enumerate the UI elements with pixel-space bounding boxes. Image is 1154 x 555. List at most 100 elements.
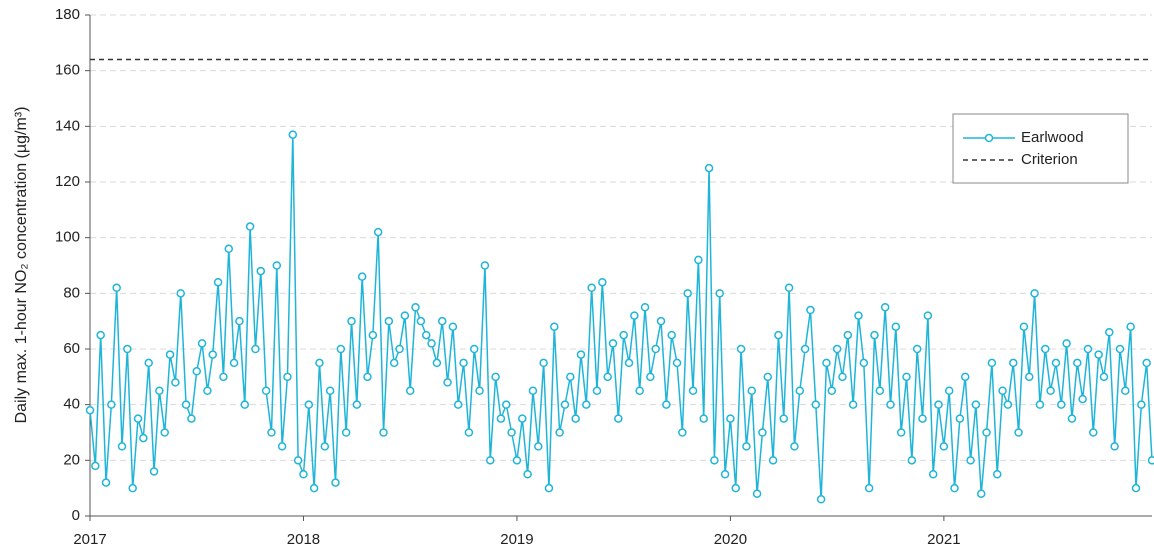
data-point [1073,358,1082,368]
data-point [1078,394,1087,404]
data-point [139,433,148,443]
data-point [662,400,671,409]
data-point [854,311,863,320]
data-point [992,470,1002,479]
data-point [107,400,116,409]
data-point [864,483,874,493]
data-point [144,358,153,368]
data-point [480,261,490,270]
data-point [795,386,805,395]
data-point [352,400,362,409]
data-point [907,456,917,465]
data-point [608,339,618,348]
legend-swatch-marker [984,133,994,143]
data-point [752,489,762,498]
data-point [651,344,660,354]
data-point [1035,400,1045,409]
data-point [640,303,650,312]
data-point [614,414,623,423]
y-tick-label: 120 [55,173,80,190]
y-tick-label: 20 [63,451,80,468]
data-point [277,442,287,451]
data-point [395,344,404,354]
data-point [443,378,452,387]
data-point [1008,358,1018,368]
data-point [1121,386,1130,395]
data-point [448,322,458,331]
data-point [347,316,356,326]
legend-label: Criterion [1021,151,1078,168]
data-point [944,386,954,395]
data-point [427,339,436,348]
data-point [528,386,538,395]
data-point [1089,428,1098,437]
y-tick-label: 160 [55,62,80,79]
data-point [117,442,127,451]
data-point [267,428,276,437]
data-point [582,400,591,409]
data-point [763,372,773,382]
data-point [886,400,895,409]
data-point [720,470,730,479]
data-point [469,344,479,354]
data-point [229,358,239,368]
data-point [987,358,997,368]
data-point [453,400,463,409]
data-point [197,339,207,348]
data-point [560,400,570,409]
data-point [464,428,474,437]
data-point [384,316,394,326]
data-point [960,372,970,382]
data-point [571,414,580,423]
legend-label: Earlwood [1021,129,1084,146]
y-tick-label: 40 [63,396,80,413]
data-point [918,414,927,423]
data-point [475,386,484,395]
data-point [1110,442,1119,451]
data-point [998,386,1007,395]
data-point [838,372,847,382]
data-point [181,400,191,409]
data-point [646,372,655,382]
data-point [160,428,169,437]
data-point [1019,322,1029,331]
y-tick-label: 60 [63,340,80,357]
data-point [1094,350,1103,359]
data-point [245,222,255,231]
data-point [251,344,260,354]
y-tick-label: 80 [63,284,80,301]
data-point [101,478,111,487]
data-point [912,344,922,354]
data-point [128,483,137,493]
data-point [336,344,346,354]
data-point [149,467,159,476]
data-point [315,358,324,368]
data-point [320,442,330,451]
data-point [896,428,906,437]
data-point [256,266,266,276]
data-point [459,358,468,368]
data-point [667,330,676,340]
data-point [683,289,692,298]
data-point [950,483,959,493]
data-point [619,330,628,340]
legend-box [952,113,1129,184]
data-point [357,272,367,281]
data-point [1025,372,1034,382]
data-point [704,163,714,173]
data-point [155,386,164,395]
data-point [928,470,938,479]
data-point [1051,358,1061,368]
data-point [603,372,612,382]
data-point [272,261,282,270]
data-point [176,289,185,298]
data-point [699,414,708,423]
data-point [848,400,858,409]
data-point [678,428,687,437]
data-point [688,386,698,395]
data-point [416,316,426,326]
y-tick-label: 0 [72,507,80,524]
data-point [240,400,250,409]
data-point [822,358,831,368]
